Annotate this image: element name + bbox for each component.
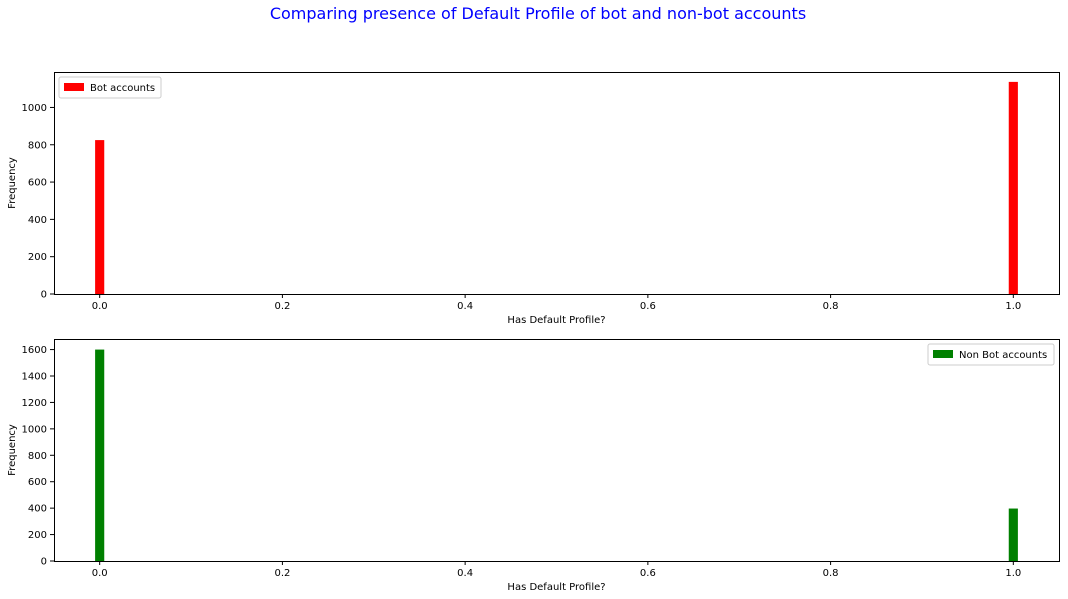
subplot-1: 0.0 0.2 0.4 0.6 0.8 1.0 0 200 400 600 800 1000 Has D… <box>7 72 1060 326</box>
x-tick-label: 0.4 <box>457 568 473 579</box>
y-tick-label: 600 <box>28 477 47 488</box>
legend-1: Bot accounts <box>58 76 162 99</box>
x-tick-label: 0.2 <box>274 301 290 312</box>
y-tick-label: 200 <box>28 530 47 541</box>
x-axis-label: Has Default Profile? <box>507 315 605 326</box>
x-tick-label: 1.0 <box>1005 301 1021 312</box>
y-tick-label: 400 <box>28 215 47 226</box>
y-tick-label: 800 <box>28 140 47 151</box>
x-tick-label: 0.8 <box>823 568 839 579</box>
x-tick-label: 0.4 <box>457 301 473 312</box>
bar-1-1-2 <box>1008 81 1018 295</box>
y-tick-label: 1000 <box>22 424 47 435</box>
figure-title: Comparing presence of Default Profile of… <box>270 4 806 23</box>
x-tick-label: 0.6 <box>640 568 656 579</box>
y-tick-label: 600 <box>28 178 47 189</box>
legend-frame <box>58 76 162 99</box>
axes-frame-2 <box>54 339 1060 562</box>
y-tick-label: 200 <box>28 252 47 263</box>
x-axis-label: Has Default Profile? <box>507 582 605 593</box>
axes-frame-1 <box>54 72 1060 295</box>
legend-label: Bot accounts <box>90 83 155 94</box>
legend-label: Non Bot accounts <box>959 350 1047 361</box>
y-axis-label: Frequency <box>7 157 18 209</box>
y-tick-label: 1400 <box>22 372 47 383</box>
y-axis-label: Frequency <box>7 424 18 476</box>
bar-2-1-1 <box>95 349 105 561</box>
legend-2: Non Bot accounts <box>927 343 1055 366</box>
y-tick-label: 1000 <box>22 103 47 114</box>
bar-1-1-1 <box>95 140 105 294</box>
legend-swatch <box>933 350 953 358</box>
x-tick-label: 0.0 <box>92 301 108 312</box>
y-tick-label: 1600 <box>22 345 47 356</box>
x-tick-label: 0.0 <box>92 568 108 579</box>
y-tick-label: 0 <box>41 290 47 301</box>
x-tick-label: 1.0 <box>1005 568 1021 579</box>
y-tick-label: 800 <box>28 451 47 462</box>
legend-swatch <box>64 83 84 91</box>
subplot-2: 0.0 0.2 0.4 0.6 0.8 1.0 0 200 400 600 800 1000 1200 1… <box>7 339 1060 593</box>
y-tick-label: 400 <box>28 504 47 515</box>
y-tick-label: 1200 <box>22 398 47 409</box>
x-tick-label: 0.6 <box>640 301 656 312</box>
x-tick-label: 0.2 <box>274 568 290 579</box>
bar-2-1-2 <box>1008 508 1018 561</box>
x-tick-label: 0.8 <box>823 301 839 312</box>
legend-frame <box>927 343 1055 366</box>
y-tick-label: 0 <box>41 557 47 568</box>
plots-area: 0.0 0.2 0.4 0.6 0.8 1.0 0 200 400 600 800 1000 Has D… <box>7 72 1060 593</box>
